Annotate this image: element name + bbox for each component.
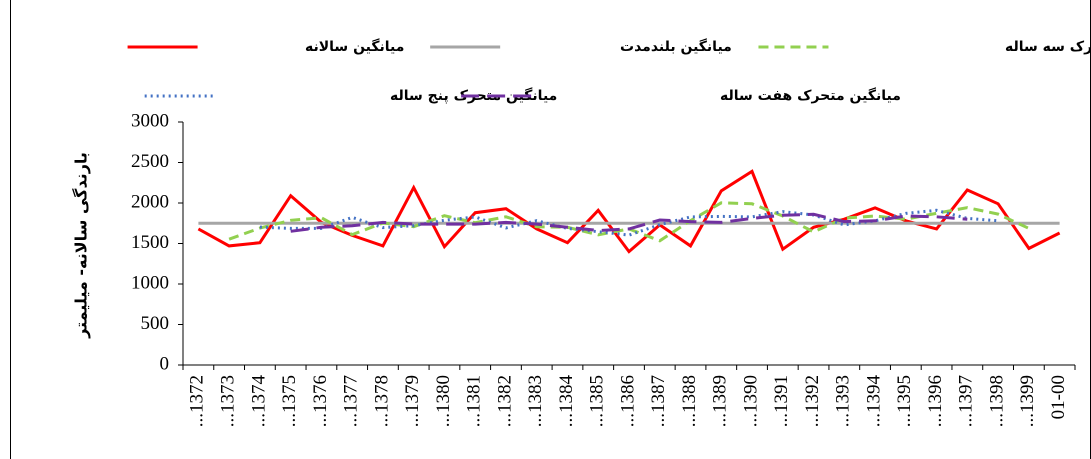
series-line [290, 212, 968, 233]
x-tick-label: ...1387 [648, 375, 669, 427]
x-tick-label: ...1392 [802, 375, 823, 427]
series-line [259, 208, 999, 237]
legend-label: میانگین سالانه [305, 38, 404, 55]
y-tick-label: 1500 [131, 232, 169, 253]
x-tick-label: ...1372 [187, 375, 208, 427]
legend-label: میانگین بلندمدت [620, 38, 732, 55]
x-tick-label: ...1391 [771, 375, 792, 427]
x-tick-label: ...1385 [587, 375, 608, 427]
x-tick-label: 01-00 [1048, 375, 1069, 419]
x-tick-label: ...1399 [1017, 375, 1038, 427]
x-tick-label: ...1374 [248, 375, 269, 428]
y-tick-label: 2500 [131, 151, 169, 172]
x-tick-label: ...1376 [310, 375, 331, 427]
x-tick-label: ...1395 [894, 375, 915, 427]
y-tick-label: 1000 [131, 272, 169, 293]
x-tick-label: ...1378 [371, 375, 392, 427]
x-tick-label: ...1375 [279, 375, 300, 427]
x-tick-label: ...1393 [833, 375, 854, 427]
x-tick-label: ...1379 [402, 375, 423, 427]
y-axis-label: بارندگی سالانه- میلیمتر [72, 152, 91, 339]
x-tick-label: ...1380 [433, 375, 454, 427]
x-tick-label: ...1390 [740, 375, 761, 427]
x-tick-label: ...1397 [956, 375, 977, 427]
x-tick-label: ...1394 [863, 375, 884, 428]
x-tick-label: ...1398 [986, 375, 1007, 427]
x-tick-label: ...1396 [925, 375, 946, 427]
x-tick-label: ...1381 [464, 375, 485, 427]
x-tick-label: ...1386 [617, 375, 638, 427]
y-tick-label: 500 [141, 313, 170, 334]
x-tick-label: ...1389 [710, 375, 731, 427]
legend-label: میانگین متحرک سه ساله [1005, 38, 1091, 55]
legend-label: میانگین متحرک هفت ساله [720, 87, 901, 104]
x-tick-label: ...1377 [341, 375, 362, 427]
y-tick-label: 2000 [131, 191, 169, 212]
x-tick-label: ...1382 [494, 375, 515, 427]
x-tick-label: ...1388 [679, 375, 700, 427]
x-tick-label: ...1383 [525, 375, 546, 427]
x-tick-label: ...1373 [217, 375, 238, 427]
x-tick-label: ...1384 [556, 375, 577, 428]
y-tick-label: 3000 [131, 110, 169, 131]
y-tick-label: 0 [160, 353, 170, 374]
